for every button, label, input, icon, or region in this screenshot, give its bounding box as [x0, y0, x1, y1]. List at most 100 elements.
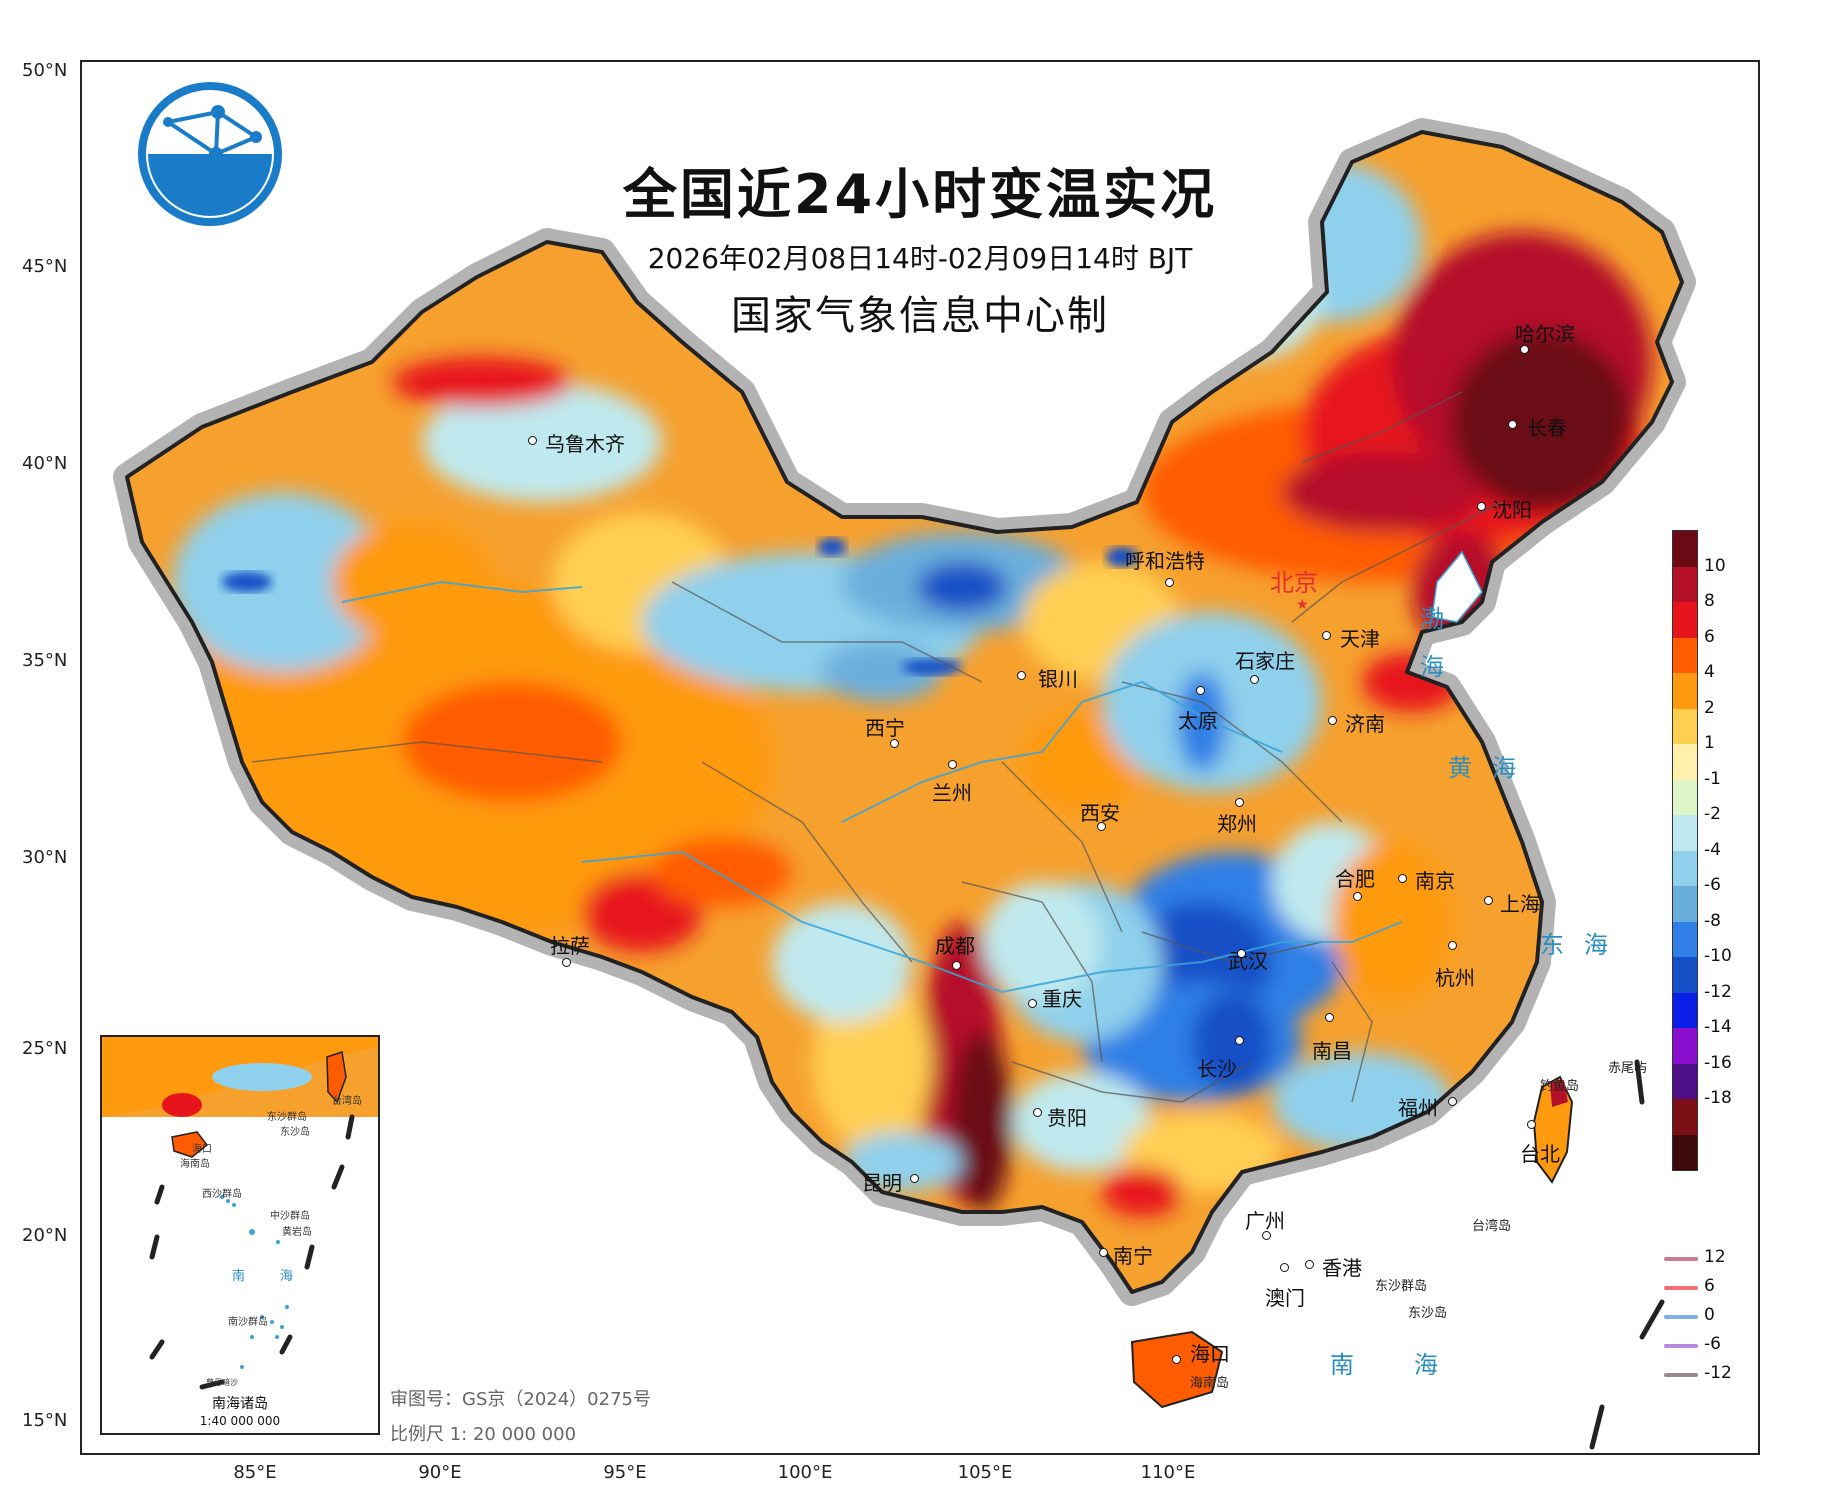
city-marker	[910, 1174, 919, 1183]
line-legend-swatch	[1664, 1344, 1698, 1348]
city-label: 广州	[1245, 1209, 1285, 1233]
legend-tick-label: -14	[1704, 1017, 1732, 1037]
legend-color-box	[1673, 1028, 1697, 1064]
latitude-label: 40°N	[22, 453, 68, 474]
inset-label: 曾母暗沙	[206, 1378, 238, 1387]
latitude-label: 35°N	[22, 650, 68, 671]
sea-label: 渤海	[1420, 605, 1444, 681]
legend-color-box	[1673, 744, 1697, 780]
legend-tick-label: -2	[1704, 804, 1721, 824]
city-marker	[1448, 1097, 1457, 1106]
inset-scale: 1:40 000 000	[199, 1414, 281, 1428]
city-marker	[1235, 798, 1244, 807]
city-marker	[1172, 1355, 1181, 1364]
legend-color-box	[1673, 815, 1697, 851]
color-legend-bar	[1672, 530, 1698, 1171]
city-marker	[1028, 999, 1037, 1008]
city-label: 福州	[1398, 1096, 1438, 1120]
legend-color-box	[1673, 1134, 1697, 1170]
legend-tick-label: 10	[1704, 555, 1726, 576]
city-marker	[1328, 716, 1337, 725]
city-marker	[1520, 345, 1529, 354]
inset-label: 海南岛	[180, 1159, 210, 1170]
longitude-label: 90°E	[418, 1462, 462, 1483]
sea-label: 东海	[1540, 931, 1628, 959]
city-label: 武汉	[1228, 949, 1268, 973]
city-marker	[1237, 949, 1246, 958]
city-label: 太原	[1178, 709, 1218, 733]
city-label: 台北	[1520, 1142, 1560, 1166]
legend-color-box	[1673, 957, 1697, 993]
legend-tick-label: 8	[1704, 591, 1715, 611]
legend-tick-label: 4	[1704, 662, 1715, 682]
island-label: 东沙群岛	[1375, 1279, 1428, 1294]
longitude-label: 105°E	[957, 1462, 1013, 1483]
city-marker	[1508, 420, 1517, 429]
line-legend-label: 12	[1704, 1247, 1726, 1267]
city-marker	[1262, 1231, 1271, 1240]
title-block: 全国近24小时变温实况 2026年02月08日14时-02月09日14时 BJT…	[600, 150, 1240, 341]
city-label: 石家庄	[1235, 649, 1295, 673]
island-label: 钓鱼岛	[1540, 1079, 1580, 1094]
city-label: 昆明	[862, 1171, 902, 1195]
city-marker	[1196, 686, 1205, 695]
sea-label: 黄海	[1448, 754, 1536, 782]
longitude-label: 95°E	[603, 1462, 647, 1483]
city-label: 合肥	[1335, 867, 1375, 891]
city-label: 澳门	[1265, 1286, 1305, 1310]
legend-tick-label: -18	[1704, 1088, 1732, 1108]
city-marker	[1165, 578, 1174, 587]
legend-tick-label: -4	[1704, 839, 1721, 860]
south-china-sea-inset: 台湾岛 东沙群岛 东沙岛 海口 海南岛 西沙群岛 中沙群岛 黄岩岛 南 海 南沙…	[100, 1035, 380, 1435]
line-legend-label: 0	[1704, 1305, 1715, 1325]
inset-label: 黄岩岛	[282, 1227, 312, 1238]
longitude-label: 85°E	[233, 1462, 277, 1483]
inset-map	[102, 1037, 378, 1390]
city-label: 天津	[1340, 627, 1380, 651]
line-legend-swatch	[1664, 1373, 1698, 1377]
city-label: 西宁	[865, 716, 905, 740]
city-marker	[1305, 1260, 1314, 1269]
legend-tick-label: -6	[1704, 875, 1721, 895]
longitude-label: 100°E	[777, 1462, 833, 1483]
legend-tick-label: -8	[1704, 910, 1721, 931]
latitude-label: 25°N	[22, 1038, 68, 1059]
longitude-label: 110°E	[1140, 1462, 1196, 1483]
city-label: 呼和浩特	[1125, 549, 1205, 573]
city-label: 济南	[1345, 712, 1385, 736]
city-label: 上海	[1500, 892, 1540, 916]
legend-color-box	[1673, 992, 1697, 1028]
agency-logo	[138, 82, 282, 226]
map-producer: 国家气象信息中心制	[731, 293, 1109, 339]
city-label: 长春	[1527, 416, 1567, 440]
city-marker	[1325, 1013, 1334, 1022]
city-label: 杭州	[1435, 966, 1475, 990]
city-marker	[1353, 892, 1362, 901]
city-label: 南宁	[1113, 1244, 1153, 1268]
city-label: 兰州	[932, 781, 972, 805]
map-title: 全国近24小时变温实况	[622, 163, 1218, 226]
city-marker	[1097, 822, 1106, 831]
map-frame	[80, 60, 1760, 1455]
inset-label: 东沙群岛	[267, 1112, 307, 1123]
city-marker	[562, 958, 571, 967]
city-marker	[1448, 941, 1457, 950]
latitude-label: 20°N	[22, 1225, 68, 1246]
city-marker	[1250, 675, 1259, 684]
legend-color-box	[1673, 921, 1697, 957]
legend-color-box	[1673, 850, 1697, 886]
sea-label: 南海	[1330, 1351, 1498, 1379]
inset-label: 台湾岛	[332, 1096, 362, 1107]
legend-tick-label: 6	[1704, 626, 1715, 647]
legend-tick-label: 2	[1704, 697, 1715, 718]
inset-label: 东沙岛	[280, 1127, 310, 1138]
line-legend-swatch	[1664, 1315, 1698, 1319]
legend-color-box	[1673, 637, 1697, 673]
city-label: 西安	[1080, 801, 1120, 825]
line-legend-swatch	[1664, 1286, 1698, 1290]
legend-color-box	[1673, 1063, 1697, 1099]
line-legend-label: 6	[1704, 1276, 1715, 1296]
city-label: 重庆	[1042, 987, 1082, 1011]
legend-color-box	[1673, 566, 1697, 602]
latitude-label: 30°N	[22, 847, 68, 868]
